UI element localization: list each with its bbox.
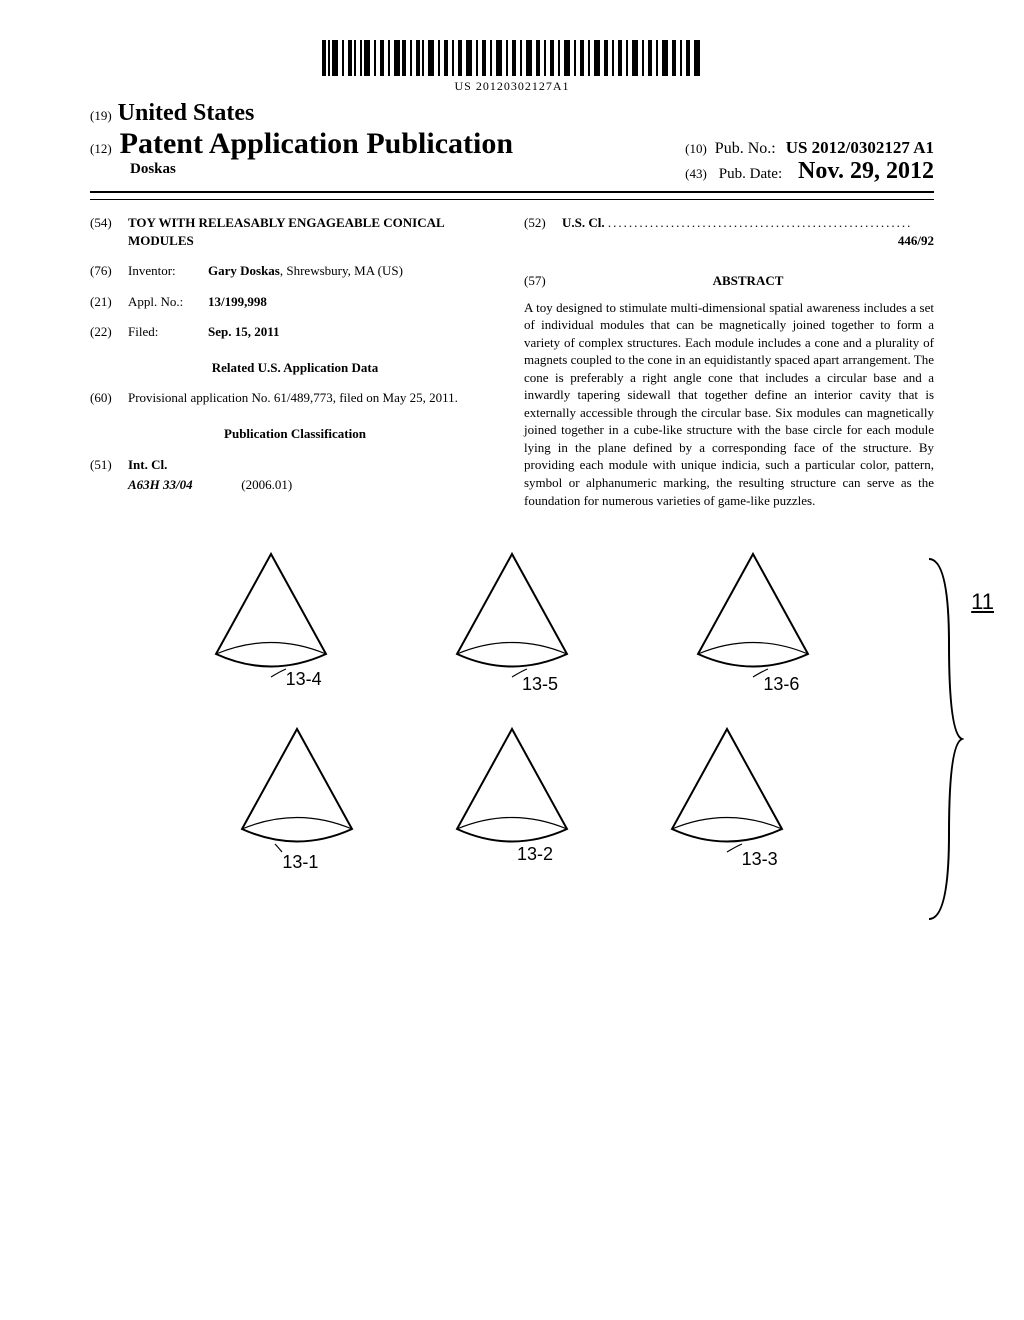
uscl-value-wrap: U.S. Cl. ...............................… xyxy=(562,214,934,250)
cone-label: 13-4 xyxy=(286,669,322,690)
intcl-date: (2006.01) xyxy=(241,477,292,492)
abstract-num: (57) xyxy=(524,272,562,290)
applno-field: (21) Appl. No.: 13/199,998 xyxy=(90,293,500,311)
uscl-label: U.S. Cl. xyxy=(562,215,605,230)
cone-icon xyxy=(227,724,367,854)
inventor-num: (76) xyxy=(90,262,128,280)
cone-icon xyxy=(442,549,582,679)
author-name: Doskas xyxy=(130,161,176,178)
applno-value: 13/199,998 xyxy=(208,293,500,311)
cone-label: 13-1 xyxy=(282,852,318,873)
abstract-body: A toy designed to stimulate multi-dimens… xyxy=(524,299,934,510)
applno-num: (21) xyxy=(90,293,128,311)
left-column: (54) TOY WITH RELEASABLY ENGAGEABLE CONI… xyxy=(90,214,500,509)
intcl-num: (51) xyxy=(90,456,128,474)
cone-13-1: 13-1 xyxy=(227,724,367,859)
cone-13-3: 13-3 xyxy=(657,724,797,859)
pubdate-value: Nov. 29, 2012 xyxy=(798,158,934,185)
cone-13-5: 13-5 xyxy=(442,549,582,684)
cone-icon xyxy=(442,724,582,854)
country-num: (19) xyxy=(90,108,112,123)
pub-label: Patent Application Publication xyxy=(120,127,513,160)
cone-13-6: 13-6 xyxy=(683,549,823,684)
pubdate-line: (43) Pub. Date: Nov. 29, 2012 xyxy=(685,158,934,185)
country-line: (19) United States xyxy=(90,100,934,127)
applno-label: Appl. No.: xyxy=(128,293,208,311)
cone-label: 13-6 xyxy=(763,674,799,695)
figure-area: 13-4 13-5 13-6 13-1 xyxy=(90,549,934,969)
inventor-label: Inventor: xyxy=(128,262,208,280)
country-name: United States xyxy=(118,100,255,126)
pubno-line: (10) Pub. No.: US 2012/0302127 A1 xyxy=(685,138,934,158)
cone-icon xyxy=(201,549,341,679)
pub-num: (12) xyxy=(90,141,112,156)
inventor-name: Gary Doskas xyxy=(208,263,280,278)
pubno-label: Pub. No.: xyxy=(715,140,776,157)
related-num: (60) xyxy=(90,389,128,407)
bibliographic-columns: (54) TOY WITH RELEASABLY ENGAGEABLE CONI… xyxy=(90,214,934,509)
barcode-label: US 20120302127A1 xyxy=(90,79,934,94)
uscl-value: 446/92 xyxy=(898,232,934,250)
filed-num: (22) xyxy=(90,323,128,341)
cone-label: 13-2 xyxy=(517,844,553,865)
related-field: (60) Provisional application No. 61/489,… xyxy=(90,389,500,407)
intcl-field: (51) Int. Cl. xyxy=(90,456,500,474)
cone-13-2: 13-2 xyxy=(442,724,582,859)
abstract-heading-row: (57) ABSTRACT xyxy=(524,262,934,298)
cone-icon xyxy=(657,724,797,854)
pubno-num: (10) xyxy=(685,141,707,156)
related-text: Provisional application No. 61/489,773, … xyxy=(128,389,500,407)
masthead-rule xyxy=(90,191,934,193)
pubdate-label: Pub. Date: xyxy=(719,166,782,183)
brace-icon xyxy=(924,549,964,929)
title-num: (54) xyxy=(90,214,128,250)
cone-13-4: 13-4 xyxy=(201,549,341,684)
filed-value: Sep. 15, 2011 xyxy=(208,323,500,341)
title-field: (54) TOY WITH RELEASABLY ENGAGEABLE CONI… xyxy=(90,214,500,250)
barcode-region: US 20120302127A1 xyxy=(90,40,934,94)
masthead: (19) United States (12) Patent Applicati… xyxy=(90,100,934,185)
pubdate-num: (43) xyxy=(685,166,707,182)
pubno-value: US 2012/0302127 A1 xyxy=(786,138,934,157)
related-heading: Related U.S. Application Data xyxy=(90,359,500,377)
uscl-num: (52) xyxy=(524,214,562,250)
uscl-dots: ........................................… xyxy=(608,215,913,230)
author-line: Doskas xyxy=(90,161,513,178)
filed-label: Filed: xyxy=(128,323,208,341)
publication-type-line: (12) Patent Application Publication xyxy=(90,127,513,161)
cone-label: 13-5 xyxy=(522,674,558,695)
brace-label: 11 xyxy=(971,589,994,615)
abstract-heading: ABSTRACT xyxy=(562,272,934,290)
intcl-label: Int. Cl. xyxy=(128,456,500,474)
barcode-graphic xyxy=(322,40,702,76)
cone-icon xyxy=(683,549,823,679)
filed-field: (22) Filed: Sep. 15, 2011 xyxy=(90,323,500,341)
inventor-loc: , Shrewsbury, MA (US) xyxy=(280,263,403,278)
cone-label: 13-3 xyxy=(742,849,778,870)
intcl-row: A63H 33/04 (2006.01) xyxy=(128,476,500,494)
masthead-thin-rule xyxy=(90,199,934,200)
intcl-class: A63H 33/04 xyxy=(128,476,238,494)
right-column: (52) U.S. Cl. ..........................… xyxy=(524,214,934,509)
inventor-field: (76) Inventor: Gary Doskas, Shrewsbury, … xyxy=(90,262,500,280)
title-value: TOY WITH RELEASABLY ENGAGEABLE CONICAL M… xyxy=(128,214,500,250)
pubclass-heading: Publication Classification xyxy=(90,425,500,443)
inventor-value: Gary Doskas, Shrewsbury, MA (US) xyxy=(208,262,500,280)
uscl-field: (52) U.S. Cl. ..........................… xyxy=(524,214,934,250)
